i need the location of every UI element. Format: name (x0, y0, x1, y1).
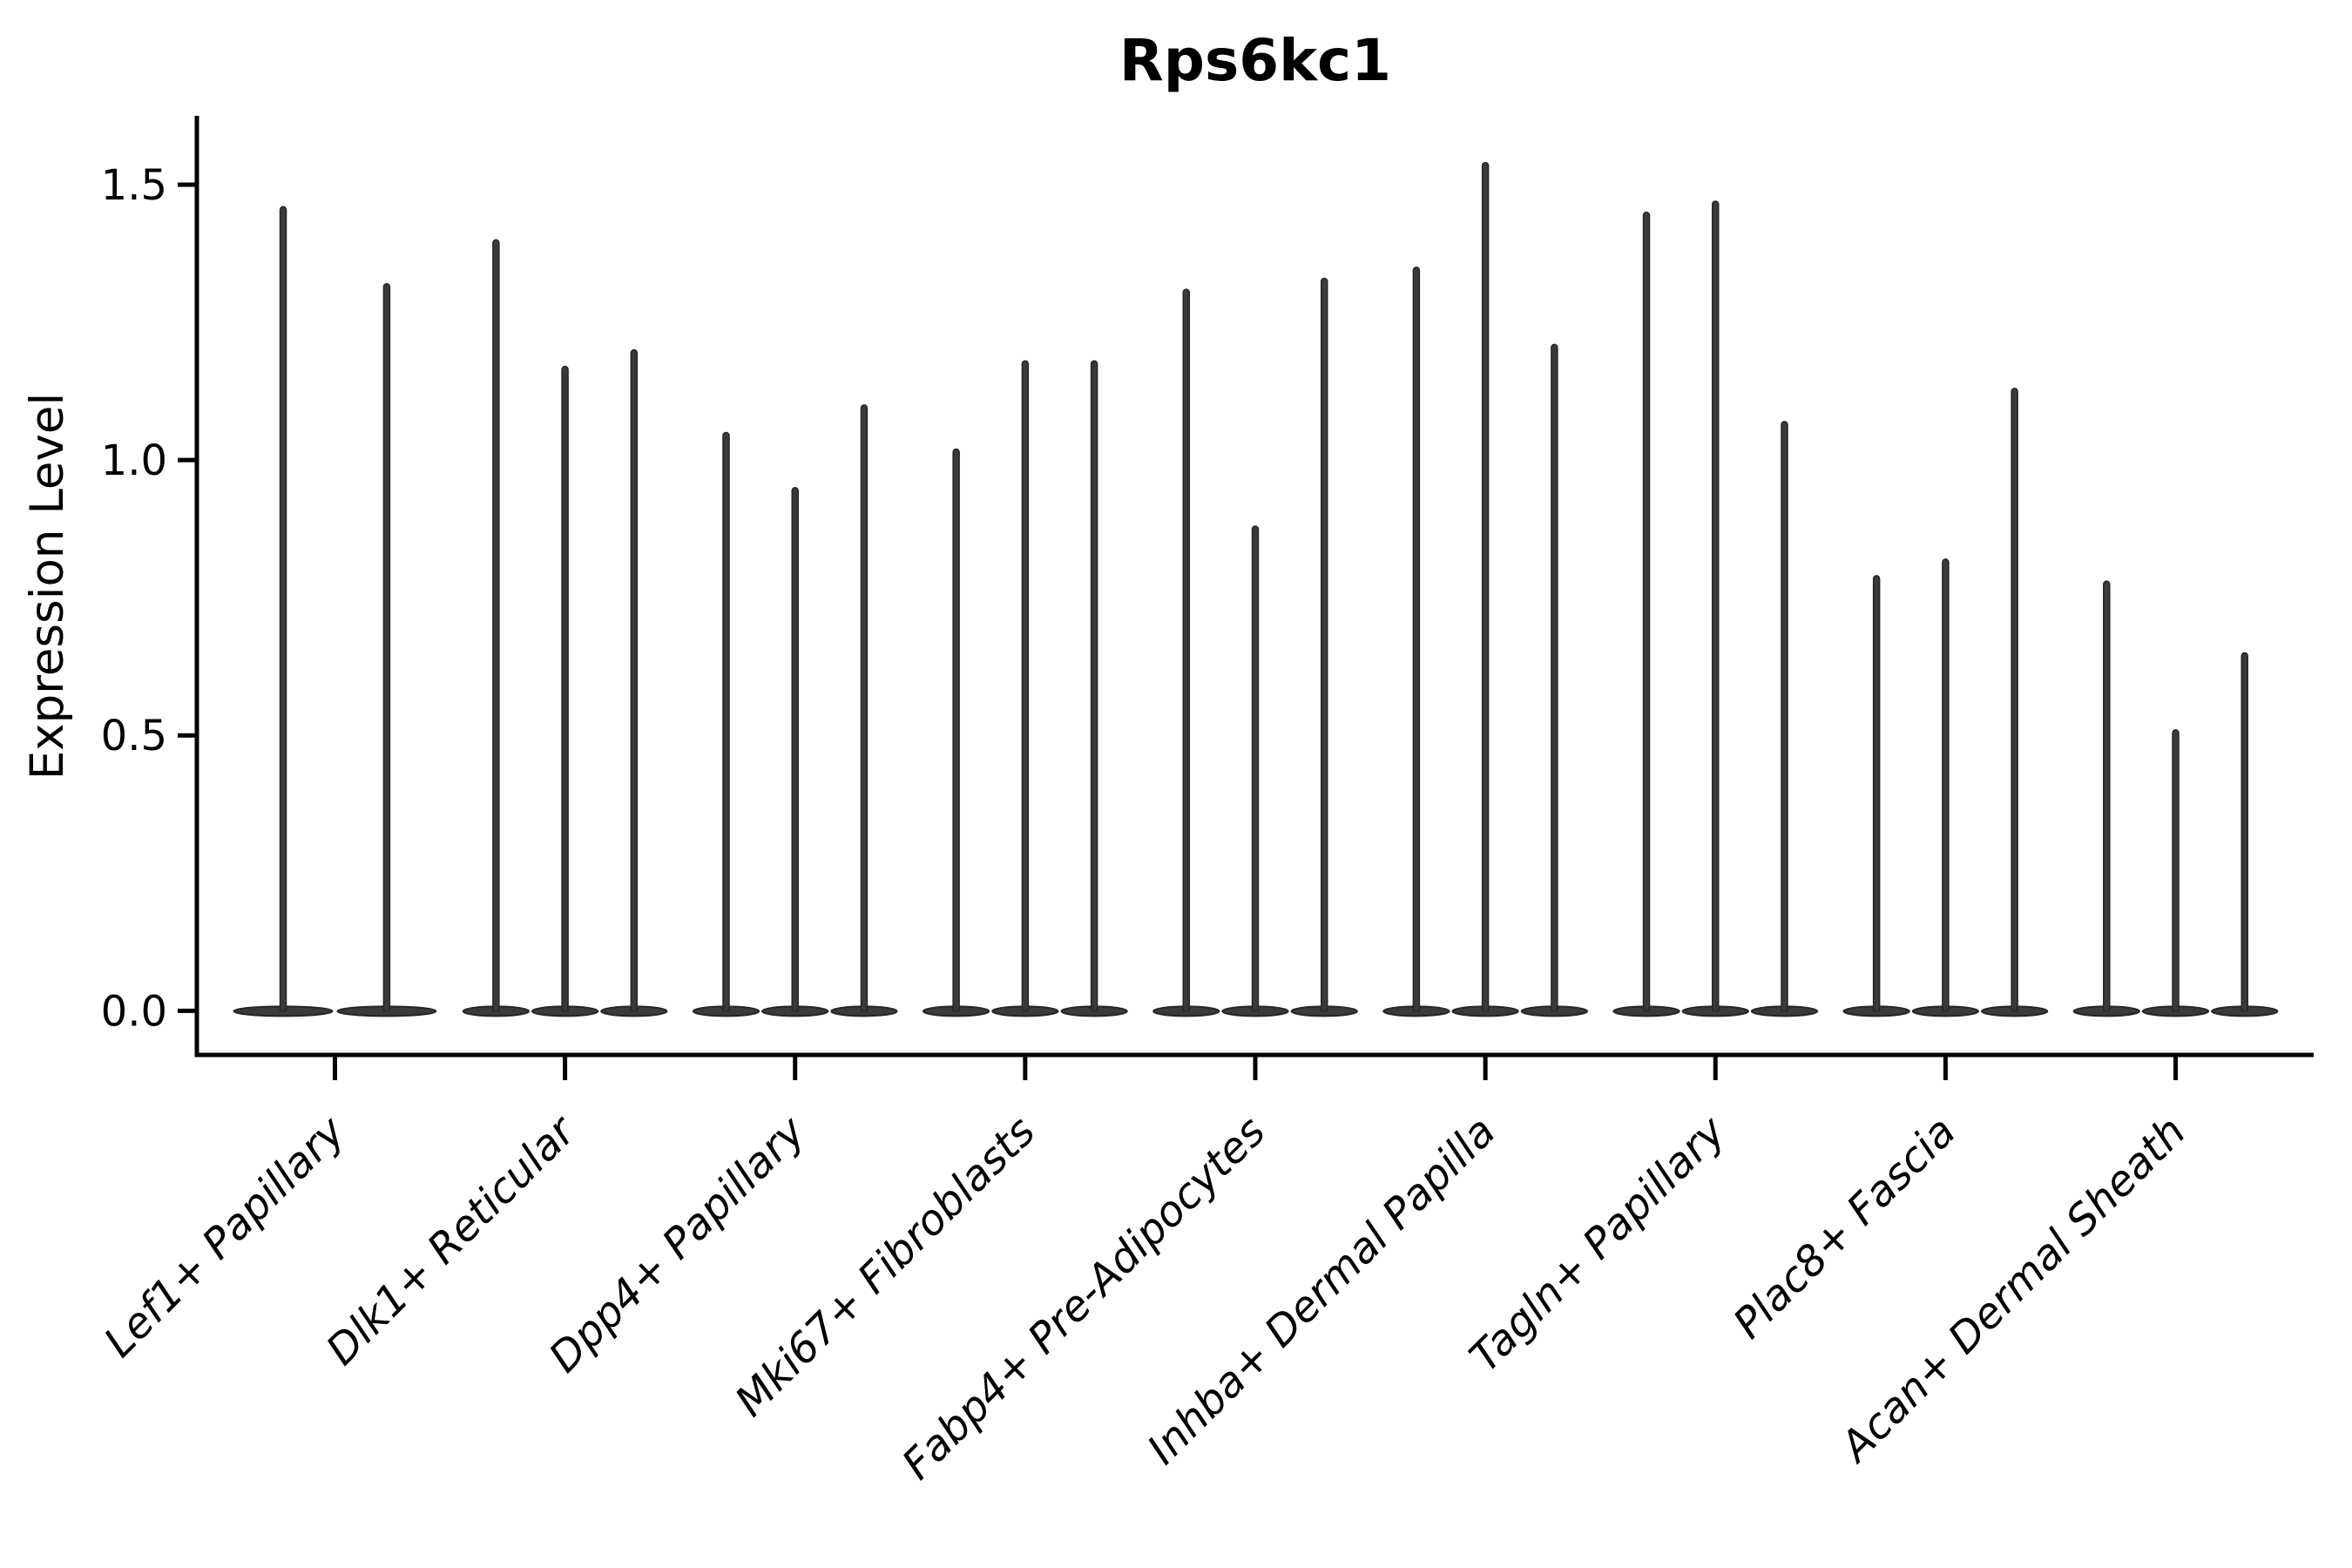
violin-needle (1320, 277, 1328, 1012)
x-tick-label: Lef1+ Papillary (95, 1106, 355, 1367)
violin-needle (2240, 652, 2249, 1012)
x-tick-label: Fabp4+ Pre-Adipocytes (893, 1107, 1275, 1490)
violin-needle (1712, 200, 1720, 1012)
plot-title: Rps6kc1 (1119, 27, 1391, 94)
y-tick-label: 0.5 (101, 712, 167, 760)
violin-needle (279, 206, 287, 1012)
violin-needle (1090, 360, 1098, 1012)
violin-needle (2103, 580, 2111, 1012)
y-tick-label: 1.5 (101, 161, 167, 210)
violin-needle (382, 283, 391, 1012)
violin-group (1382, 161, 1589, 1017)
x-tick-label: Dlk1+ Reticular (317, 1105, 587, 1375)
violin-needle (630, 348, 639, 1012)
y-tick-label: 1.0 (101, 436, 167, 485)
x-tick-label: Dpp4+ Papillary (540, 1106, 815, 1382)
violin-group (1612, 200, 1819, 1017)
violin-group (1152, 277, 1358, 1017)
violin-needle (1021, 360, 1030, 1012)
y-axis: 0.0 0.5 1.0 1.5 (101, 161, 197, 1036)
violin-needle (1251, 525, 1260, 1012)
y-axis-title: Expression Level (21, 393, 74, 780)
violin-group (1842, 388, 2049, 1017)
violin-group (922, 360, 1128, 1017)
violin-needle (1942, 558, 1950, 1012)
violins-layer (233, 161, 2279, 1017)
violin-needle (492, 239, 500, 1012)
violin-group (692, 404, 898, 1017)
violin-needle (1551, 343, 1558, 1012)
violin-needle (561, 365, 569, 1012)
y-tick-label: 0.0 (101, 987, 167, 1036)
violin-needle (1872, 575, 1881, 1012)
violin-group (233, 206, 437, 1017)
x-tick-label: Tagln+ Papillary (1461, 1106, 1736, 1382)
violin-needle (1182, 288, 1191, 1012)
violin-needle (2011, 388, 2018, 1012)
violin-needle (1781, 421, 1788, 1012)
violin-needle (722, 431, 730, 1012)
violin-needle (791, 486, 799, 1012)
violin-needle (860, 404, 868, 1012)
violin-group (2072, 580, 2279, 1017)
violin-needle (1412, 267, 1421, 1012)
violin-group (462, 239, 668, 1017)
violin-needle (952, 448, 960, 1012)
x-tick-label: Plac8+ Fascia (1724, 1107, 1965, 1348)
violin-needle (1642, 211, 1651, 1012)
violin-needle (1481, 161, 1490, 1012)
violin-needle (2172, 729, 2180, 1012)
